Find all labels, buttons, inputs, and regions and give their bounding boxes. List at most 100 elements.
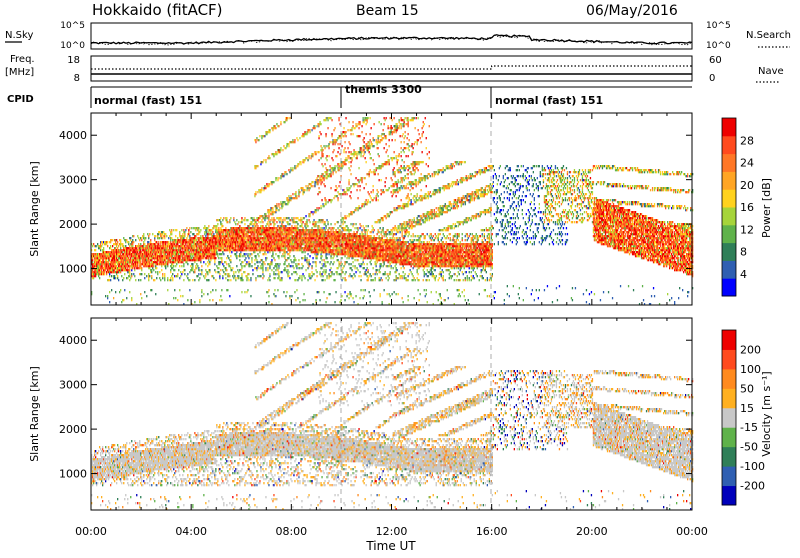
data-cell — [229, 251, 230, 253]
data-cell — [171, 237, 172, 239]
data-cell — [292, 167, 293, 169]
data-cell — [228, 237, 229, 239]
data-cell — [201, 289, 202, 291]
data-cell — [151, 259, 152, 261]
data-cell — [302, 227, 303, 229]
data-cell — [126, 239, 127, 241]
data-cell — [246, 279, 247, 281]
data-cell — [233, 217, 234, 219]
data-cell — [325, 265, 326, 267]
data-cell — [255, 167, 256, 169]
data-cell — [321, 147, 322, 149]
data-cell — [268, 289, 269, 291]
data-cell — [134, 269, 135, 271]
data-cell — [356, 183, 357, 185]
data-cell — [138, 243, 139, 245]
data-cell — [272, 253, 273, 255]
data-cell — [263, 275, 264, 277]
data-cell — [177, 299, 178, 301]
data-cell — [273, 221, 274, 223]
data-cell — [174, 243, 175, 245]
data-cell — [284, 267, 285, 269]
data-cell — [334, 167, 335, 169]
data-cell — [221, 257, 222, 259]
data-cell — [269, 129, 270, 131]
data-cell — [308, 155, 309, 157]
data-cell — [318, 207, 319, 209]
data-cell — [289, 297, 290, 299]
data-cell — [207, 261, 208, 263]
data-cell — [278, 257, 279, 259]
data-cell — [318, 291, 319, 293]
data-cell — [161, 265, 162, 267]
data-cell — [320, 123, 321, 125]
data-cell — [279, 263, 280, 265]
data-cell — [344, 291, 345, 293]
data-cell — [221, 259, 222, 261]
data-cell — [331, 133, 332, 135]
data-cell — [260, 275, 261, 277]
data-cell — [332, 249, 333, 251]
data-cell — [325, 269, 326, 271]
data-cell — [264, 185, 265, 187]
data-cell — [238, 221, 239, 223]
data-cell — [307, 159, 308, 161]
data-cell — [353, 231, 354, 233]
data-cell — [315, 151, 316, 153]
data-cell — [191, 243, 192, 245]
data-cell — [350, 185, 351, 187]
data-cell — [196, 263, 197, 265]
data-cell — [203, 275, 204, 277]
data-cell — [290, 199, 291, 201]
data-cell — [311, 247, 312, 249]
data-cell — [324, 273, 325, 275]
data-cell — [213, 277, 214, 279]
data-cell — [255, 221, 256, 223]
data-cell — [198, 229, 199, 231]
data-cell — [174, 269, 175, 271]
data-cell — [326, 257, 327, 259]
data-cell — [285, 147, 286, 149]
data-cell — [144, 243, 145, 245]
data-cell — [243, 235, 244, 237]
data-cell — [229, 221, 230, 223]
data-cell — [314, 253, 315, 255]
data-cell — [249, 265, 250, 267]
data-cell — [273, 181, 274, 183]
data-cell — [273, 257, 274, 259]
data-cell — [280, 219, 281, 221]
data-cell — [287, 265, 288, 267]
data-cell — [217, 255, 218, 257]
data-cell — [153, 263, 154, 265]
data-cell — [318, 159, 319, 161]
data-cell — [244, 231, 245, 233]
data-cell — [95, 275, 96, 277]
data-cell — [321, 241, 322, 243]
data-cell — [295, 259, 296, 261]
data-cell — [115, 241, 116, 243]
data-cell — [173, 297, 174, 299]
data-cell — [259, 217, 260, 219]
data-cell — [232, 245, 233, 247]
data-cell — [344, 263, 345, 265]
data-cell — [251, 233, 252, 235]
data-cell — [205, 273, 206, 275]
data-cell — [304, 159, 305, 161]
data-cell — [180, 271, 181, 273]
data-cell — [183, 243, 184, 245]
data-cell — [245, 257, 246, 259]
data-cell — [183, 263, 184, 265]
data-cell — [242, 261, 243, 263]
data-cell — [170, 271, 171, 273]
data-cell — [119, 291, 120, 293]
data-cell — [110, 279, 111, 281]
data-cell — [130, 277, 131, 279]
data-cell — [290, 167, 291, 169]
data-cell — [244, 219, 245, 221]
data-cell — [225, 277, 226, 279]
data-cell — [208, 231, 209, 233]
data-cell — [268, 215, 269, 217]
data-cell — [255, 257, 256, 259]
data-cell — [351, 275, 352, 277]
data-cell — [207, 227, 208, 229]
